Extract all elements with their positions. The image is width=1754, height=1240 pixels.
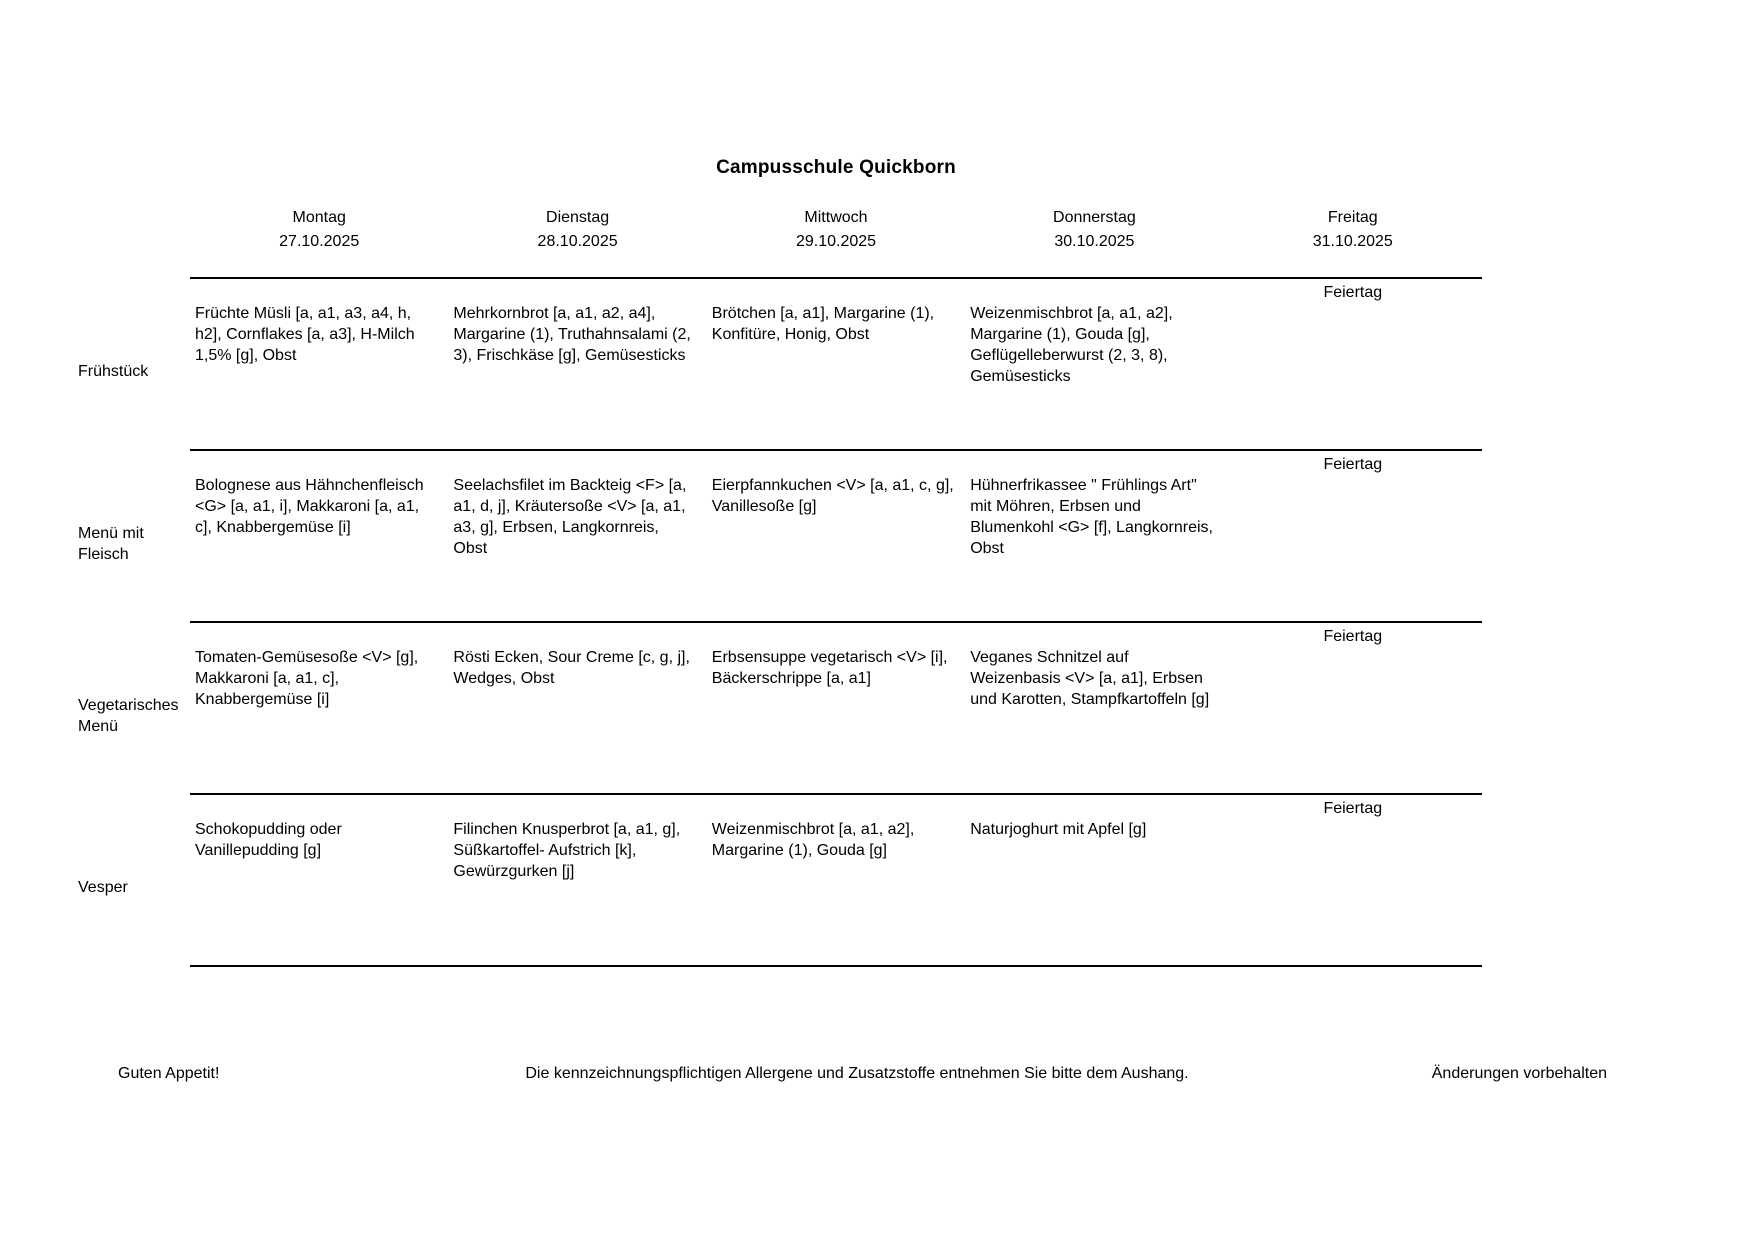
day-header-mittwoch: Mittwoch 29.10.2025 xyxy=(707,206,965,254)
menu-cell: Filinchen Knusperbrot [a, a1, g], Süßkar… xyxy=(453,821,681,880)
day-date: 28.10.2025 xyxy=(537,233,618,250)
table-bottom-rule xyxy=(190,965,1482,967)
menu-cell: Erbsensuppe vegetarisch <V> [i], Bäckers… xyxy=(711,649,948,687)
menu-cell: Weizenmischbrot [a, a1, a2], Margarine (… xyxy=(970,305,1173,385)
day-header-donnerstag: Donnerstag 30.10.2025 xyxy=(965,206,1223,254)
holiday-cell: Feiertag xyxy=(1323,800,1383,817)
menu-cell: Schokopudding oder Vanillepudding [g] xyxy=(195,821,342,859)
menu-cell: Naturjoghurt mit Apfel [g] xyxy=(970,821,1147,838)
menu-row-vesper: Vesper Schokopudding oder Vanillepudding… xyxy=(0,793,1754,965)
day-header-dienstag: Dienstag 28.10.2025 xyxy=(448,206,706,254)
row-label-vesper: Vesper xyxy=(78,879,128,896)
menu-cell: Rösti Ecken, Sour Creme [c, g, j], Wedge… xyxy=(453,649,690,687)
day-date: 30.10.2025 xyxy=(1054,233,1135,250)
day-header-row: Montag 27.10.2025 Dienstag 28.10.2025 Mi… xyxy=(190,206,1482,254)
page-title: Campusschule Quickborn xyxy=(716,157,956,178)
menu-cell: Veganes Schnitzel auf Weizenbasis <V> [a… xyxy=(970,649,1210,708)
menu-cell: Bolognese aus Hähnchenfleisch <G> [a, a1… xyxy=(195,477,424,536)
day-date: 31.10.2025 xyxy=(1312,233,1393,250)
row-label-vegetarisch: Vegetarisches Menü xyxy=(78,696,179,735)
menu-table: Frühstück Früchte Müsli [a, a1, a3, a4, … xyxy=(0,277,1754,965)
menu-cell: Früchte Müsli [a, a1, a3, a4, h, h2], Co… xyxy=(195,305,415,364)
row-label-fleisch: Menü mit Fleisch xyxy=(78,524,144,563)
footer-allergen-note: Die kennzeichnungspflichtigen Allergene … xyxy=(525,1065,1189,1082)
holiday-cell: Feiertag xyxy=(1323,456,1383,473)
holiday-cell: Feiertag xyxy=(1323,284,1383,301)
footer-greeting: Guten Appetit! xyxy=(118,1065,220,1082)
menu-cell: Hühnerfrikassee " Frühlings Art" mit Möh… xyxy=(970,477,1213,557)
day-name: Mittwoch xyxy=(804,209,868,226)
day-date: 27.10.2025 xyxy=(279,233,360,250)
holiday-cell: Feiertag xyxy=(1323,628,1383,645)
menu-cell: Seelachsfilet im Backteig <F> [a, a1, d,… xyxy=(453,477,687,557)
day-name: Montag xyxy=(292,209,346,226)
menu-row-fruehstueck: Frühstück Früchte Müsli [a, a1, a3, a4, … xyxy=(0,277,1754,449)
row-label-fruehstueck: Frühstück xyxy=(78,363,149,380)
menu-cell: Tomaten-Gemüsesoße <V> [g], Makkaroni [a… xyxy=(195,649,419,708)
menu-cell: Brötchen [a, a1], Margarine (1), Konfitü… xyxy=(711,305,935,343)
day-name: Freitag xyxy=(1327,209,1378,226)
menu-row-vegetarisch: Vegetarisches Menü Tomaten-Gemüsesoße <V… xyxy=(0,621,1754,793)
footer-disclaimer: Änderungen vorbehalten xyxy=(1431,1065,1607,1082)
menu-row-fleisch: Menü mit Fleisch Bolognese aus Hähnchenf… xyxy=(0,449,1754,621)
menu-cell: Eierpfannkuchen <V> [a, a1, c, g], Vanil… xyxy=(711,477,954,515)
day-name: Dienstag xyxy=(546,209,610,226)
day-date: 29.10.2025 xyxy=(795,233,877,250)
day-name: Donnerstag xyxy=(1053,209,1136,226)
day-header-montag: Montag 27.10.2025 xyxy=(190,206,448,254)
menu-cell: Mehrkornbrot [a, a1, a2, a4], Margarine … xyxy=(453,305,691,364)
day-header-freitag: Freitag 31.10.2025 xyxy=(1224,206,1482,254)
menu-cell: Weizenmischbrot [a, a1, a2], Margarine (… xyxy=(711,821,915,859)
